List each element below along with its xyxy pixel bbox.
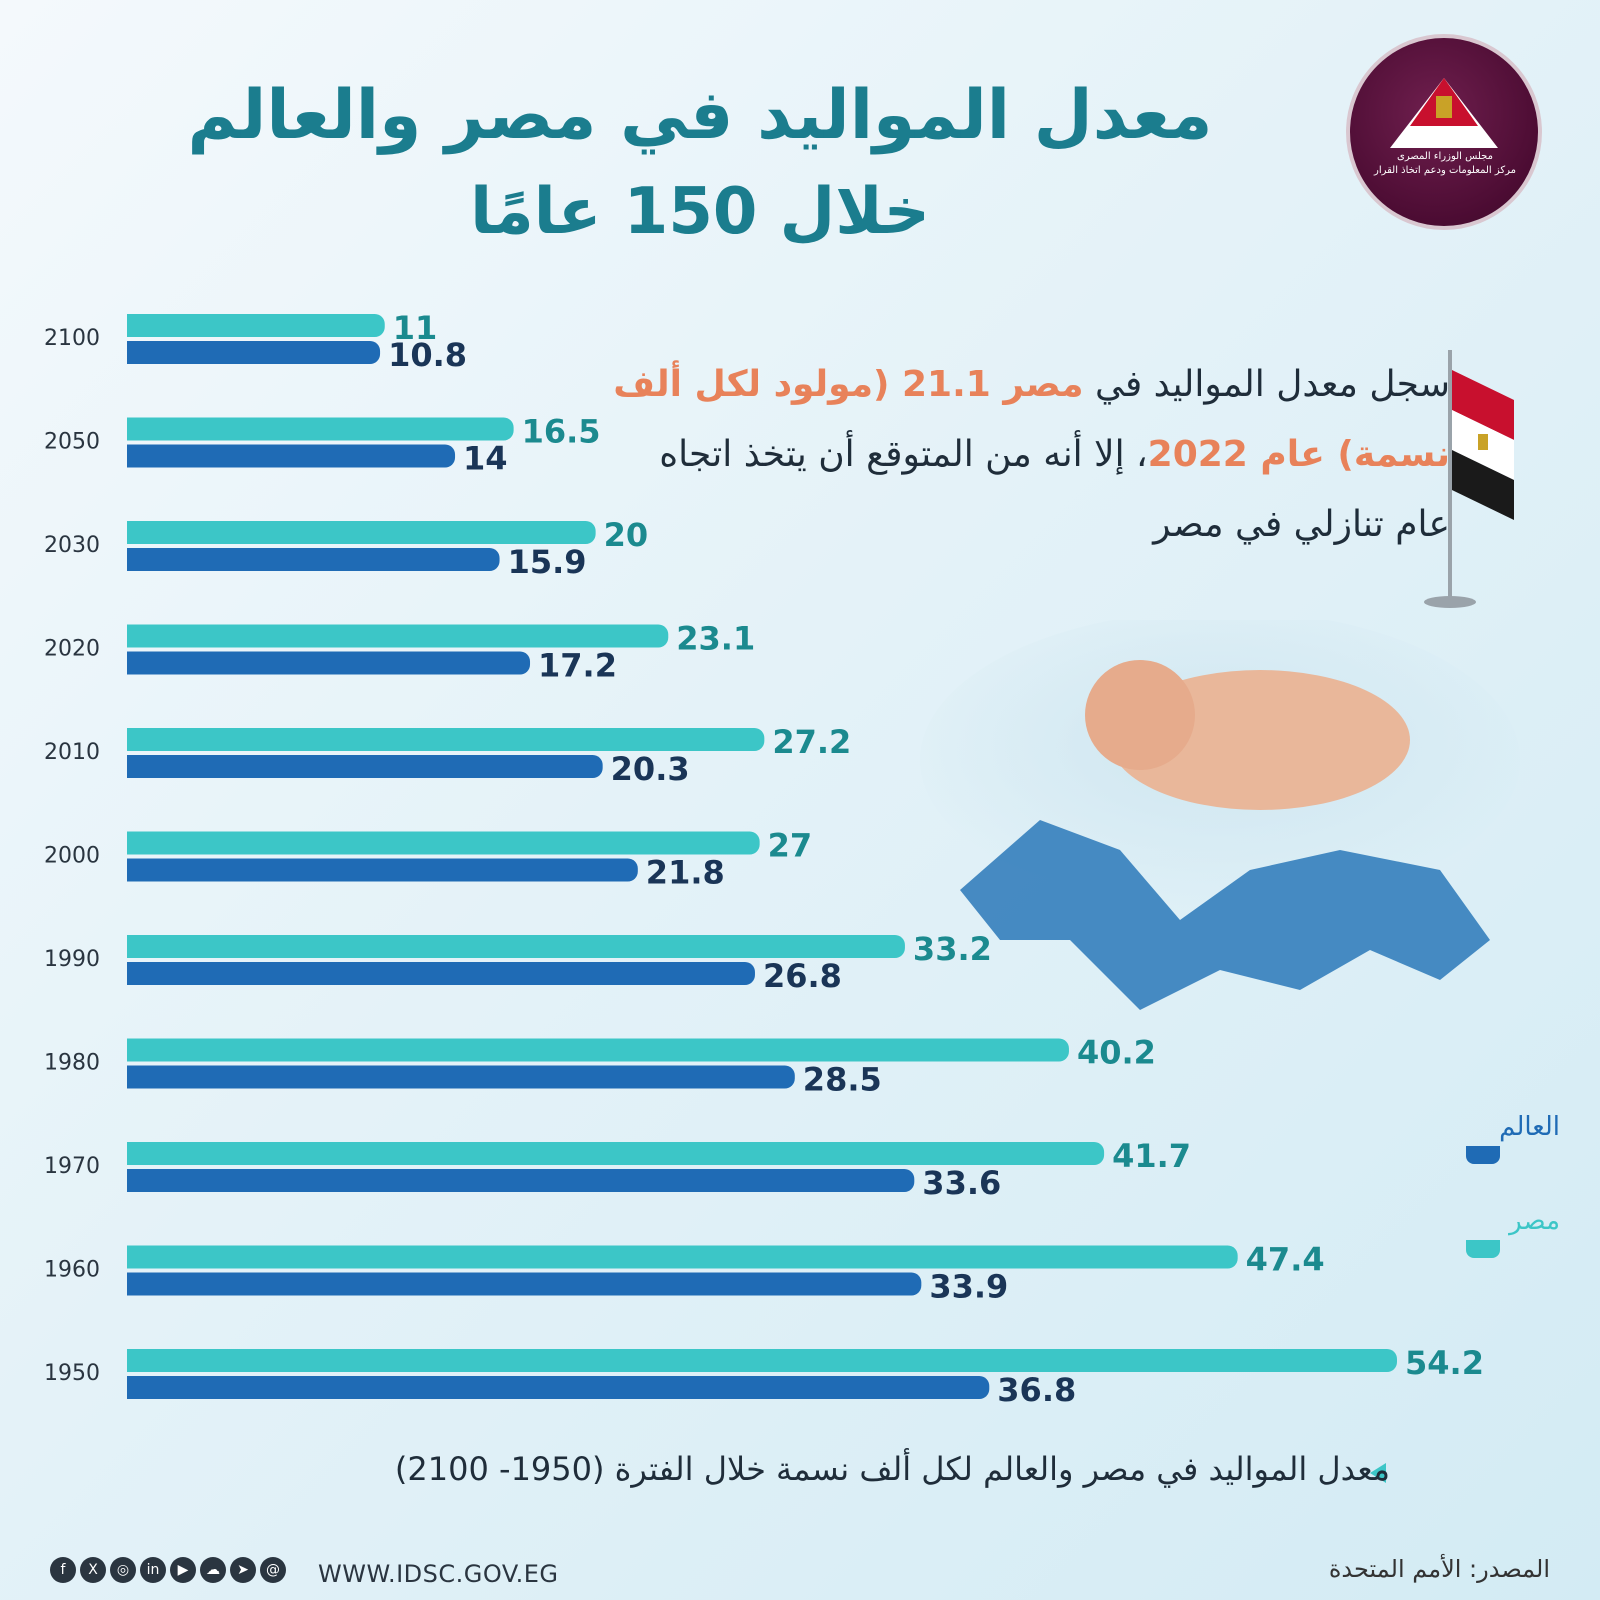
title-block: معدل المواليد في مصر والعالم خلال 150 عا… (100, 70, 1300, 262)
logo-line2: مركز المعلومات ودعم اتخاذ القرار (1373, 165, 1517, 176)
value-label-world: 15.9 (508, 543, 587, 581)
bar-world (127, 1065, 795, 1089)
bar-egypt (127, 728, 765, 751)
bar-egypt (127, 831, 760, 855)
soundcloud-icon[interactable]: ☁ (200, 1557, 226, 1583)
logo-text: مجلس الوزراء المصرى مركز المعلومات ودعم … (1360, 150, 1530, 178)
facebook-icon[interactable]: f (50, 1557, 76, 1583)
year-label: 2030 (44, 533, 100, 558)
value-label-egypt: 27.2 (772, 723, 851, 761)
year-label: 1960 (44, 1258, 100, 1283)
chart-legend: العالم مصر (1450, 1110, 1560, 1298)
year-label: 2050 (44, 430, 100, 455)
telegram-icon[interactable]: ➤ (230, 1557, 256, 1583)
desc-value: 21.1 (مولود لكل ألف نسمة) (613, 364, 1450, 475)
value-label-egypt: 27 (768, 827, 813, 865)
world-map-baby-illustration (920, 620, 1520, 1010)
value-label-world: 28.5 (803, 1061, 882, 1099)
logo-line1: مجلس الوزراء المصرى (1397, 151, 1493, 162)
year-label: 1980 (44, 1051, 100, 1076)
bar-world (127, 962, 755, 985)
value-label-world: 20.3 (611, 750, 690, 788)
bar-world (126, 755, 603, 778)
value-label-world: 21.8 (646, 854, 725, 892)
legend-egypt-label: مصر (1509, 1206, 1560, 1236)
bar-egypt (127, 1245, 1238, 1269)
egypt-flag-icon (1424, 350, 1534, 614)
bar-egypt (126, 1142, 1105, 1165)
page-title: معدل المواليد في مصر والعالم (187, 76, 1213, 155)
value-label-world: 33.6 (922, 1164, 1001, 1202)
description-text: سجل معدل المواليد في مصر 21.1 (مولود لكل… (600, 350, 1450, 560)
value-label-world: 10.8 (388, 336, 467, 374)
x-icon[interactable]: X (80, 1557, 106, 1583)
pyramid-eagle-icon (1390, 78, 1498, 148)
year-label: 1990 (44, 947, 100, 972)
website-link[interactable]: WWW.IDSC.GOV.EG (318, 1560, 559, 1588)
bar-egypt (127, 417, 514, 441)
value-label-egypt: 40.2 (1077, 1034, 1156, 1072)
legend-world-swatch (1466, 1146, 1500, 1164)
chart-caption: معدل المواليد في مصر والعالم لكل ألف نسم… (394, 1450, 1390, 1488)
threads-icon[interactable]: @ (260, 1557, 286, 1583)
value-label-egypt: 20 (604, 516, 649, 554)
bar-world (127, 1272, 922, 1296)
bar-world (127, 444, 456, 468)
page-subtitle: خلال 150 عامًا (470, 175, 930, 249)
bar-egypt (127, 935, 905, 958)
bar-egypt (126, 521, 596, 544)
desc-part2: ، إلا أنه من المتوقع أن يتخذ اتجاه عام ت… (659, 434, 1450, 545)
bar-world (127, 1169, 915, 1192)
value-label-world: 17.2 (538, 647, 617, 685)
value-label-egypt: 33.2 (913, 930, 992, 968)
year-label: 2010 (44, 740, 100, 765)
value-label-world: 33.9 (929, 1268, 1008, 1306)
desc-country: مصر (1003, 364, 1084, 405)
value-label-egypt: 54.2 (1405, 1344, 1484, 1382)
instagram-icon[interactable]: ◎ (110, 1557, 136, 1583)
desc-year: عام 2022 (1147, 434, 1325, 475)
linkedin-icon[interactable]: in (140, 1557, 166, 1583)
bar-egypt (127, 314, 385, 337)
year-label: 1970 (44, 1154, 100, 1179)
bar-world (126, 858, 638, 882)
youtube-icon[interactable]: ▶ (170, 1557, 196, 1583)
value-label-world: 14 (463, 440, 508, 478)
bar-egypt (127, 624, 669, 648)
year-label: 1950 (44, 1361, 100, 1386)
value-label-egypt: 16.5 (522, 413, 601, 451)
legend-egypt-swatch (1466, 1240, 1500, 1258)
value-label-egypt: 47.4 (1246, 1241, 1325, 1279)
year-label: 2100 (44, 326, 100, 351)
value-label-world: 36.8 (997, 1371, 1076, 1409)
source-note: المصدر: الأمم المتحدة (1328, 1555, 1550, 1583)
caption-arrow-icon (1370, 1463, 1386, 1483)
value-label-egypt: 11 (393, 309, 438, 347)
bar-egypt (127, 1349, 1397, 1372)
idsc-logo (1346, 34, 1542, 230)
bar-world (127, 651, 531, 675)
legend-world-label: العالم (1499, 1112, 1560, 1142)
bar-egypt (127, 1038, 1069, 1062)
desc-part1: سجل معدل المواليد في (1083, 364, 1450, 405)
year-label: 2000 (44, 844, 100, 869)
year-label: 2020 (44, 637, 100, 662)
value-label-world: 26.8 (763, 957, 842, 995)
social-icons: f X ◎ in ▶ ☁ ➤ @ (50, 1557, 290, 1583)
value-label-egypt: 23.1 (676, 620, 755, 658)
bar-world (127, 1376, 990, 1399)
bar-world (127, 548, 500, 571)
value-label-egypt: 41.7 (1112, 1137, 1191, 1175)
bar-world (127, 341, 381, 364)
